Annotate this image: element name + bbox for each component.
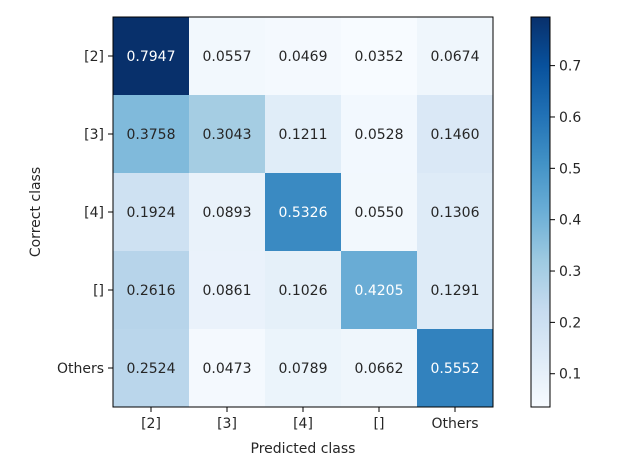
cell-value-label: 0.3758 — [127, 127, 176, 143]
heatmap-cell — [341, 173, 418, 252]
cell-value-label: 0.3043 — [203, 127, 252, 143]
cell-value-label: 0.1211 — [279, 127, 328, 143]
heatmap-cell — [341, 251, 418, 330]
heatmap-cell — [113, 329, 190, 408]
colorbar-tick-label: 0.7 — [559, 59, 581, 75]
heatmap-cell — [417, 329, 494, 408]
heatmap-cell — [189, 251, 266, 330]
cell-value-label: 0.2524 — [127, 361, 176, 377]
y-tick-label: [] — [93, 283, 104, 299]
cell-value-label: 0.1460 — [431, 127, 480, 143]
cell-value-label: 0.1924 — [127, 205, 176, 221]
cell-value-label: 0.0861 — [203, 283, 252, 299]
colorbar-tick-label: 0.2 — [559, 315, 581, 331]
heatmap-cell — [265, 95, 342, 174]
heatmap-cell — [113, 173, 190, 252]
y-axis-label: Correct class — [28, 167, 44, 257]
cell-value-label: 0.1026 — [279, 283, 328, 299]
x-tick-label: [] — [374, 416, 385, 432]
heatmap-cell — [341, 95, 418, 174]
cell-value-label: 0.5326 — [279, 205, 328, 221]
heatmap-cell — [189, 173, 266, 252]
cell-value-label: 0.1291 — [431, 283, 480, 299]
colorbar-ticks: 0.1 0.2 0.3 0.4 0.5 0.6 0.7 — [550, 59, 581, 383]
heatmap-cells — [113, 17, 494, 408]
y-tick-label: Others — [57, 361, 104, 377]
heatmap-cell — [265, 251, 342, 330]
x-tick-label: [4] — [293, 416, 313, 432]
heatmap-cell — [265, 17, 342, 96]
cell-value-label: 0.0352 — [355, 49, 404, 65]
colorbar-tick-label: 0.1 — [559, 367, 581, 383]
cell-value-label: 0.0893 — [203, 205, 252, 221]
cell-value-label: 0.0789 — [279, 361, 328, 377]
colorbar-tick-label: 0.6 — [559, 110, 581, 126]
y-tick-label: [3] — [84, 127, 104, 143]
heatmap-cell-labels: 0.7947 0.0557 0.0469 0.0352 0.0674 0.3758 0.30… — [127, 49, 480, 377]
cell-value-label: 0.0674 — [431, 49, 480, 65]
heatmap-cell — [417, 17, 494, 96]
heatmap-cell — [189, 95, 266, 174]
heatmap-cell — [417, 173, 494, 252]
x-axis-label: Predicted class — [251, 441, 356, 457]
y-tick-label: [2] — [84, 49, 104, 65]
cell-value-label: 0.2616 — [127, 283, 176, 299]
x-tick-label: Others — [431, 416, 478, 432]
cell-value-label: 0.0550 — [355, 205, 404, 221]
heatmap-cell — [113, 95, 190, 174]
cell-value-label: 0.0473 — [203, 361, 252, 377]
colorbar — [530, 16, 551, 408]
cell-value-label: 0.5552 — [431, 361, 480, 377]
cell-value-label: 0.4205 — [355, 283, 404, 299]
cell-value-label: 0.7947 — [127, 49, 176, 65]
colorbar-tick-label: 0.5 — [559, 161, 581, 177]
y-axis: [2] [3] [4] [] Others — [57, 49, 113, 377]
x-tick-label: [2] — [141, 416, 161, 432]
heatmap-cell — [189, 17, 266, 96]
x-tick-label: [3] — [217, 416, 237, 432]
heatmap-cell — [341, 329, 418, 408]
cell-value-label: 0.0557 — [203, 49, 252, 65]
heatmap-cell — [341, 17, 418, 96]
heatmap-cell — [417, 251, 494, 330]
colorbar-tick-label: 0.3 — [559, 264, 581, 280]
cell-value-label: 0.0469 — [279, 49, 328, 65]
heatmap-cell — [189, 329, 266, 408]
cell-value-label: 0.0528 — [355, 127, 404, 143]
colorbar-tick-label: 0.4 — [559, 213, 581, 229]
heatmap-cell — [113, 251, 190, 330]
heatmap-cell — [417, 95, 494, 174]
heatmap-cell — [265, 173, 342, 252]
cell-value-label: 0.0662 — [355, 361, 404, 377]
cell-value-label: 0.1306 — [431, 205, 480, 221]
x-axis: [2] [3] [4] [] Others — [141, 407, 479, 432]
heatmap-cell — [113, 17, 190, 96]
heatmap-cell — [265, 329, 342, 408]
y-tick-label: [4] — [84, 205, 104, 221]
